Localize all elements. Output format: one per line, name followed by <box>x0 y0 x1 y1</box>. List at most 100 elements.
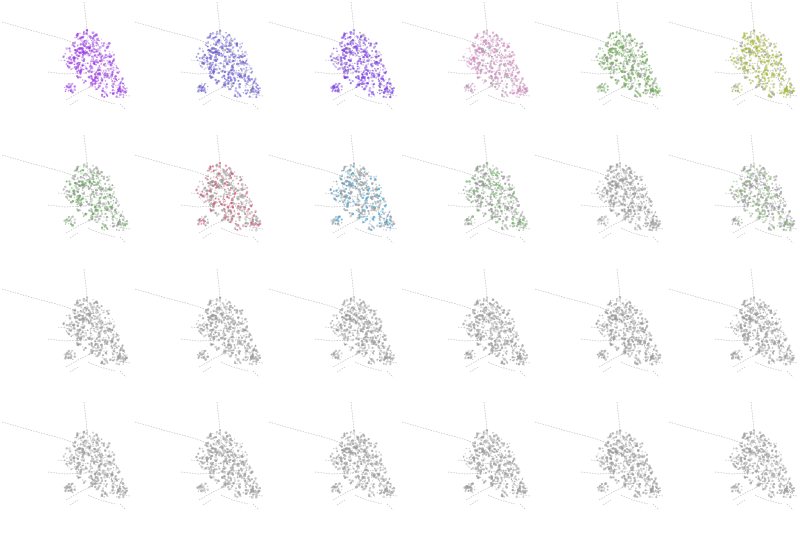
network-node <box>626 34 629 38</box>
network-node <box>356 51 359 55</box>
network-node <box>481 64 484 66</box>
road-line <box>191 192 224 198</box>
network-node <box>357 215 359 217</box>
network-node <box>223 208 226 211</box>
city-map-panel <box>400 133 533 266</box>
network-node <box>768 87 771 90</box>
network-node <box>504 53 507 57</box>
network-node <box>504 205 507 208</box>
network-node <box>358 215 362 219</box>
network-node <box>99 207 101 209</box>
network-node <box>782 92 786 95</box>
network-node <box>361 213 364 216</box>
network-node <box>73 175 76 178</box>
network-node <box>774 61 777 63</box>
network-node <box>754 85 758 89</box>
network-node <box>348 47 351 50</box>
network-node <box>93 169 95 171</box>
network-node <box>116 218 118 220</box>
network-node <box>252 218 255 222</box>
network-node <box>777 51 781 54</box>
network-node <box>200 198 202 200</box>
network-node <box>745 47 747 49</box>
network-node <box>623 64 625 66</box>
network-node <box>230 77 232 79</box>
network-node <box>198 196 201 199</box>
network-node <box>628 41 632 45</box>
network-node <box>640 68 643 71</box>
network-node <box>470 87 473 89</box>
network-node <box>360 181 362 184</box>
network-node <box>107 76 111 79</box>
network-node <box>779 91 783 95</box>
network-node <box>360 205 364 209</box>
network-node <box>254 222 257 225</box>
network-node <box>105 73 107 75</box>
network-node <box>237 210 239 212</box>
network-node <box>70 58 73 61</box>
network-node <box>75 56 78 59</box>
network-node <box>102 228 104 231</box>
network-node <box>368 72 371 74</box>
network-node <box>468 57 471 60</box>
network-node <box>364 64 368 67</box>
network-node <box>740 37 742 39</box>
network-node <box>79 70 82 74</box>
network-node <box>735 62 737 65</box>
network-node <box>369 228 373 232</box>
network-node <box>371 74 373 77</box>
network-node <box>500 80 504 83</box>
network-node <box>211 201 213 203</box>
network-node <box>112 59 115 62</box>
network-node <box>362 203 365 207</box>
network-node <box>76 195 79 198</box>
network-node <box>95 214 97 216</box>
network-node <box>98 197 102 200</box>
network-node <box>645 92 648 95</box>
network-node <box>501 89 504 92</box>
network-node <box>82 192 85 196</box>
network-node <box>246 80 250 83</box>
network-node <box>76 198 79 202</box>
network-node <box>760 85 764 89</box>
network-node <box>220 185 223 188</box>
network-node <box>382 212 385 216</box>
network-node <box>227 82 230 85</box>
network-node <box>473 65 477 69</box>
network-node <box>762 56 764 58</box>
network-node <box>214 181 218 184</box>
network-node <box>64 223 66 226</box>
network-node <box>121 212 123 214</box>
network-node <box>475 53 478 56</box>
network-node <box>241 69 244 72</box>
network-node <box>624 81 627 83</box>
network-node <box>244 222 247 225</box>
network-node <box>479 51 482 54</box>
network-node <box>332 218 335 220</box>
network-node <box>257 224 261 227</box>
network-node <box>236 95 239 99</box>
network-node <box>372 56 374 59</box>
network-node <box>95 42 98 45</box>
network-node <box>79 176 82 179</box>
network-node <box>113 192 115 195</box>
network-node <box>342 195 345 199</box>
network-node <box>602 62 604 64</box>
network-node <box>79 62 81 64</box>
network-node <box>655 82 657 85</box>
network-node <box>474 42 476 44</box>
network-node <box>227 187 230 190</box>
network-node <box>492 79 495 82</box>
network-node <box>607 49 609 51</box>
network-node <box>749 50 751 52</box>
network-node <box>205 59 209 63</box>
network-node <box>204 177 207 180</box>
network-node <box>230 210 233 214</box>
network-node <box>244 70 248 74</box>
network-node <box>75 201 77 203</box>
network-node <box>742 48 745 51</box>
network-node <box>329 86 333 89</box>
network-node <box>228 182 231 185</box>
network-node <box>733 60 736 64</box>
network-node <box>357 203 361 207</box>
